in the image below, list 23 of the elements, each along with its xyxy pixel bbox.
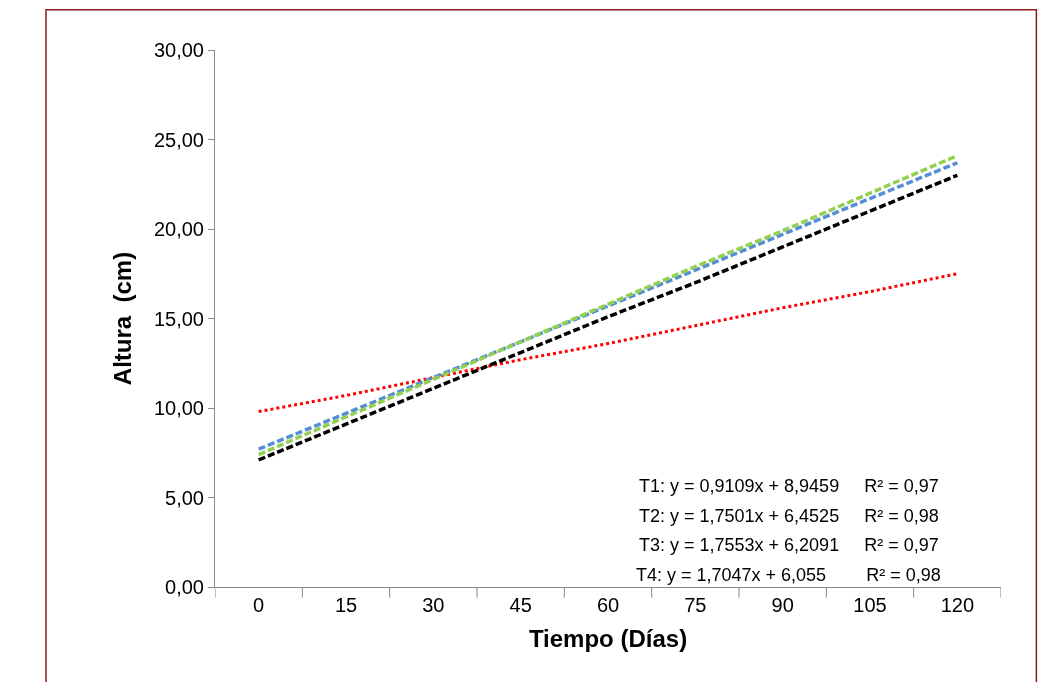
x-tick-label: 0	[253, 594, 265, 616]
x-tick-label: 75	[684, 594, 707, 616]
x-tick-label: 30	[422, 594, 445, 616]
y-tick-label: 0,00	[165, 576, 204, 598]
x-tick-label: 15	[334, 594, 358, 616]
x-tick-label: 105	[853, 594, 887, 616]
y-tick-label: 10,00	[153, 397, 204, 419]
y-tick-label: 5,00	[165, 486, 204, 509]
x-tick-label: 60	[596, 594, 620, 616]
y-tick-label: 20,00	[153, 218, 204, 240]
x-axis-title: Tiempo (Días)	[528, 625, 688, 653]
y-tick-label: 25,00	[153, 128, 204, 151]
annotation: T1: y = 0,9109x + 8,9459 R² = 0,97	[639, 476, 939, 496]
x-tick-label: 45	[509, 594, 532, 616]
annotation: T2: y = 1,7501x + 6,4525 R² = 0,98	[639, 506, 939, 526]
annotation: T3: y = 1,7553x + 6,2091 R² = 0,97	[639, 535, 939, 555]
x-tick-label: 90	[771, 594, 794, 616]
x-tick-label: 120	[940, 594, 975, 616]
y-axis-title: Altura (cm)	[109, 251, 137, 386]
y-tick-label: 30,00	[153, 39, 204, 61]
y-tick-label: 15,00	[153, 307, 204, 330]
annotation: T4: y = 1,7047x + 6,055 R² = 0,98	[636, 565, 941, 585]
line-series	[257, 272, 959, 414]
